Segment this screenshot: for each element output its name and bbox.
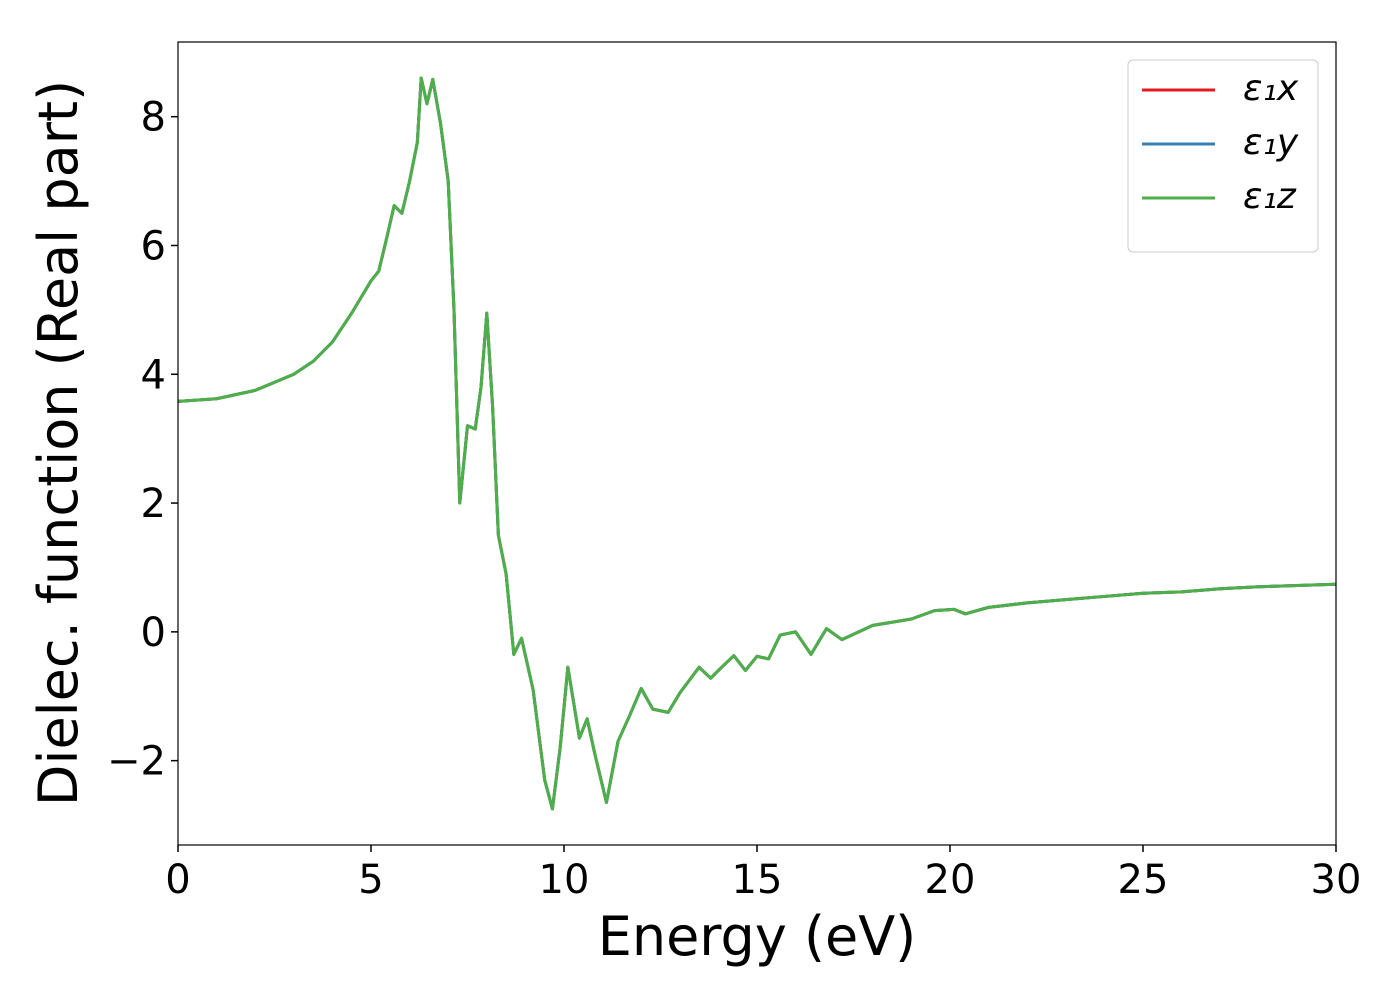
legend-label: ε₁x	[1243, 68, 1299, 109]
x-axis-label: Energy (eV)	[598, 905, 917, 968]
y-tick-label: 0	[141, 610, 166, 656]
legend-box	[1127, 59, 1319, 253]
x-tick-label: 0	[165, 857, 190, 903]
legend-label: ε₁y	[1243, 122, 1299, 163]
x-tick-label: 10	[539, 857, 590, 903]
x-tick-label: 30	[1311, 857, 1362, 903]
plot-frame	[177, 41, 1337, 846]
x-tick-label: 5	[358, 857, 383, 903]
y-axis-label: Dielec. function (Real part)	[27, 80, 90, 806]
x-tick-label: 15	[732, 857, 783, 903]
y-tick-label: 4	[141, 352, 166, 398]
y-tick-label: 8	[141, 95, 166, 141]
x-tick-label: 25	[1118, 857, 1169, 903]
legend-label: ε₁z	[1243, 176, 1297, 217]
series-line	[177, 76, 1337, 811]
y-tick-label: 2	[141, 481, 166, 527]
x-tick-label: 20	[925, 857, 976, 903]
y-tick-label: 6	[141, 223, 166, 269]
y-tick-label: −2	[107, 739, 166, 785]
